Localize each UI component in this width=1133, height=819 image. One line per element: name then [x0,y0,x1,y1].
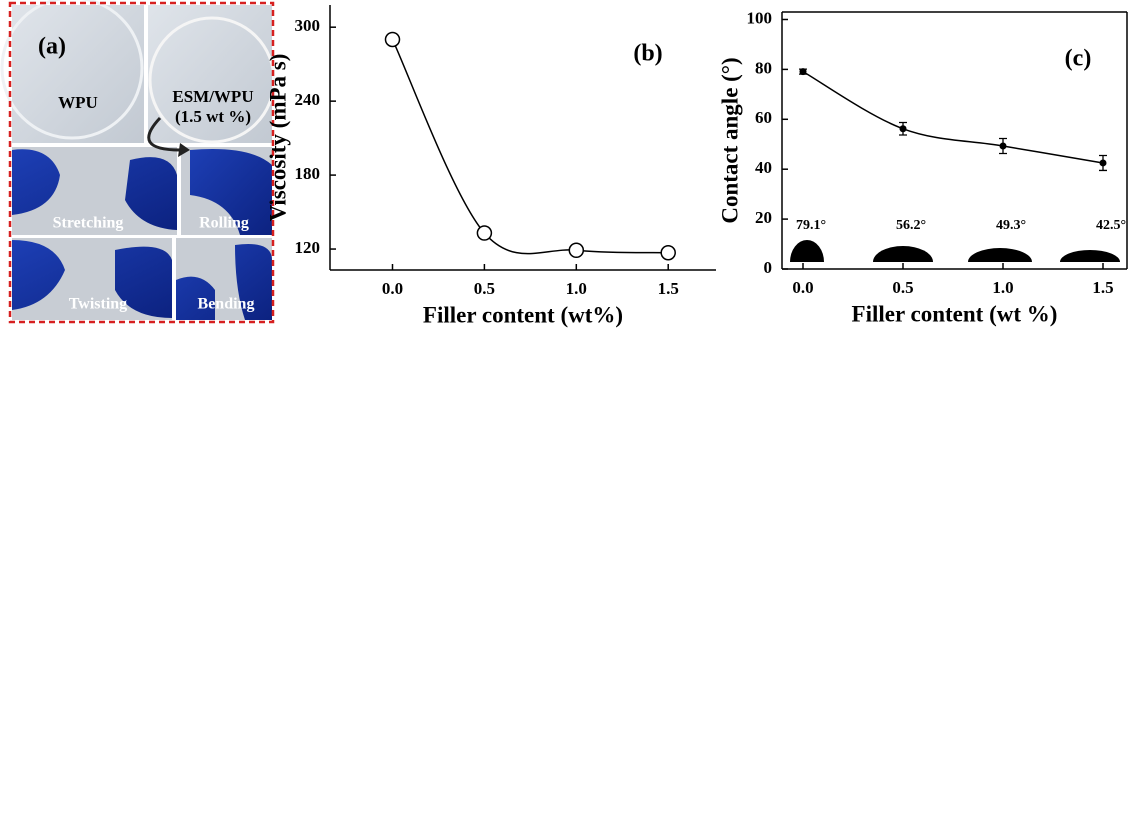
value-label: 56.2° [896,218,926,233]
film-label: WPU [58,93,98,112]
data-point [800,68,807,75]
value-label: 42.5° [1096,218,1126,233]
panel-label: (a) [38,34,66,60]
x-tick-label: 1.5 [1092,278,1113,297]
panel-label: (b) [633,41,662,67]
y-axis-label: Contact angle (°) [717,57,742,223]
data-point [900,125,907,132]
demo-label: Rolling [199,215,249,232]
y-tick-label: 40 [755,158,772,177]
x-tick-label: 1.0 [566,279,587,298]
photo-wpu [12,5,144,143]
data-point [385,33,399,47]
data-point [477,226,491,240]
chart: 120 180 240 300 0.0 0.5 1.0 1.5 Filler content (… [265,5,716,327]
y-tick-label: 20 [755,208,772,227]
y-tick-label: 100 [747,8,773,27]
x-axis-label: Filler content (wt %) [852,301,1058,326]
y-axis-label: Viscosity (mPa s) [265,54,290,222]
x-axis-label: Filler content (wt%) [423,302,623,327]
value-label: 49.3° [996,218,1026,233]
chart: 0 20 40 60 80 100 0.0 0.5 1.0 1.5 Filler content (… [717,8,1127,326]
y-tick-label: 300 [295,16,321,35]
data-point [569,243,583,257]
x-tick-label: 0.5 [892,278,913,297]
panel-label: (c) [1065,46,1092,72]
demo-label: Twisting [69,296,127,313]
x-tick-label: 1.5 [658,279,679,298]
fit-line [803,72,1103,163]
x-tick-label: 0.5 [474,279,495,298]
y-tick-label: 180 [295,164,321,183]
y-tick-label: 0 [764,258,773,277]
droplets [790,240,1120,262]
x-tick-label: 0.0 [792,278,813,297]
data-point [1000,142,1007,149]
figure: ESM/WPU (0.5 wt %)1 μmESM/WPU (1 wt %)1 … [0,0,1133,819]
film-label: (1.5 wt %) [175,107,251,126]
y-tick-label: 80 [755,58,772,77]
x-tick-label: 0.0 [382,279,403,298]
value-label: 79.1° [796,218,826,233]
demo-label: Bending [198,296,255,313]
y-tick-label: 60 [755,108,772,127]
x-tick-label: 1.0 [992,278,1013,297]
fit-line [392,40,668,254]
data-point [1100,159,1107,166]
film-label: ESM/WPU [172,87,253,106]
y-tick-label: 120 [295,238,321,257]
y-tick-label: 240 [295,90,321,109]
panel-a: (a) WPU ESM/WPU (1.5 wt %) Stretching Ro… [2,0,274,322]
demo-label: Stretching [53,215,124,232]
data-point [661,246,675,260]
